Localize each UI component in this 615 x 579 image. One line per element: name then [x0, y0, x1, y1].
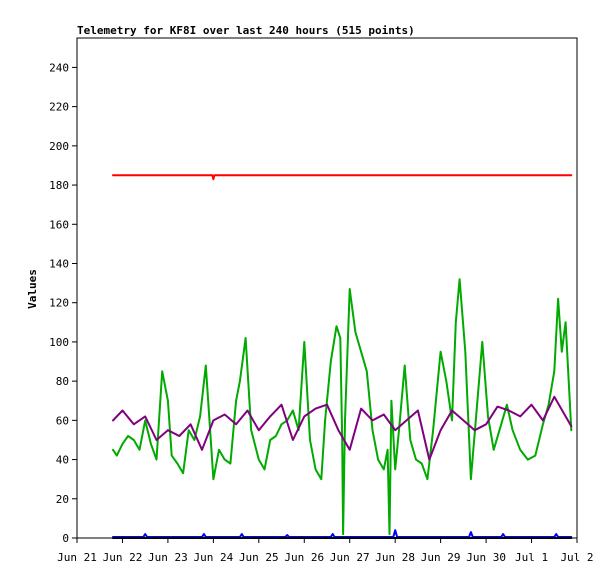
x-tick-label: Jun 29 [421, 551, 461, 564]
y-tick-label: 80 [56, 375, 69, 388]
x-tick-label: Jun 22 [103, 551, 143, 564]
y-tick-label: 180 [49, 179, 69, 192]
y-tick-label: 40 [56, 454, 69, 467]
x-tick-label: Jun 25 [239, 551, 279, 564]
series-line-1 [112, 278, 573, 536]
x-tick-label: Jun 27 [330, 551, 370, 564]
y-tick-label: 60 [56, 414, 69, 427]
x-axis: Jun 21 Jun 22 Jun 23 Jun 24 Jun 25 Jun 26 Jun … [57, 538, 594, 564]
x-tick-label: Jul 2 [560, 551, 593, 564]
y-tick-label: 200 [49, 140, 69, 153]
x-tick-label: Jun 30 [466, 551, 506, 564]
x-tick-label: Jun 26 [284, 551, 324, 564]
x-tick-label: Jun 21 [57, 551, 97, 564]
y-axis: 0 20 40 60 80 100 120 140 160 180 200 220 240 [49, 61, 77, 545]
y-tick-label: 0 [62, 532, 69, 545]
y-axis-label: Values [26, 269, 39, 309]
y-tick-label: 160 [49, 218, 69, 231]
x-tick-label: Jun 23 [148, 551, 188, 564]
chart-title: Telemetry for KF8I over last 240 hours (… [77, 24, 415, 37]
plot-frame [76, 37, 578, 539]
x-tick-label: Jun 28 [375, 551, 415, 564]
y-tick-label: 20 [56, 493, 69, 506]
series-line-0 [112, 174, 573, 181]
series-line-2 [112, 395, 573, 461]
y-tick-label: 140 [49, 257, 69, 270]
series-line-3 [112, 529, 573, 538]
y-tick-label: 120 [49, 297, 69, 310]
series-layer [112, 174, 573, 539]
x-tick-label: Jul 1 [515, 551, 548, 564]
x-tick-label: Jun 24 [193, 551, 233, 564]
y-tick-label: 220 [49, 101, 69, 114]
y-tick-label: 240 [49, 61, 69, 74]
y-tick-label: 100 [49, 336, 69, 349]
